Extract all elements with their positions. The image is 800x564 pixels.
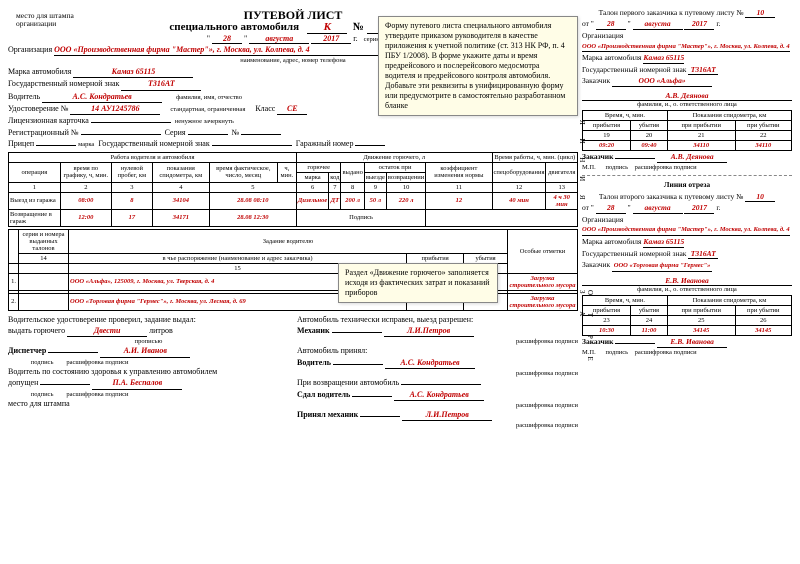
cut-line-2: О Т Р Е З А [578,290,594,370]
med-sub: подпись расшифровка подписи [8,391,289,398]
prin-sub: расшифровка подписи [297,422,578,429]
med-label: Водитель по состоянию здоровья к управле… [8,367,289,377]
cut-line-1: Л И Н И Я [578,120,586,240]
take-label: Автомобиль принял: [297,346,578,356]
disp-sub: подпись расшифровка подписи [8,359,289,366]
reg-row: Регистрационный № Серия № [8,128,578,138]
fuel-row: выдать горючего Двести литров [8,326,289,337]
sdal-sub: расшифровка подписи [297,402,578,409]
main-table: Работа водителя и автомобиля Движение го… [8,152,578,227]
prin-row: Принял механик Л.И.Петров [297,410,578,421]
check-label: Водительское удостоверение проверил, зад… [8,315,289,325]
stamp-placeholder: место для штампаорганизации [16,12,74,29]
lk-row: Лицензионная карточка ненужное зачеркнут… [8,116,578,126]
callout-1: Форму путевого листа специального автомо… [378,16,578,116]
mech-sub: расшифровка подписи [297,338,578,345]
tech-label: Автомобиль технически исправен, выезд ра… [297,315,578,325]
sdal-row: Сдал водитель А.С. Кондратьев [297,390,578,401]
vod-sub: расшифровка подписи [297,370,578,377]
trailer-row: Прицеп марка Государственный номерной зн… [8,139,578,149]
cut-label: Линия отреза [582,180,792,189]
callout-2: Раздел «Движение горючего» заполняется и… [338,263,498,303]
ret-row: При возвращении автомобиль [297,378,578,388]
fuel-sub: прописью [8,338,289,345]
talon-2: Талон второго заказчика к путевому листу… [582,192,792,356]
med-row: допущен П.А. Беспалов [8,378,289,389]
stamp2: место для штампа [8,399,289,409]
mech-row: Механик Л.И.Петров [297,326,578,337]
vod-row: Водитель А.С. Кондратьев [297,358,578,369]
talon-1: Талон первого заказчика к путевому листу… [582,8,792,176]
disp-row: Диспетчер А.И. Иванов [8,346,289,357]
